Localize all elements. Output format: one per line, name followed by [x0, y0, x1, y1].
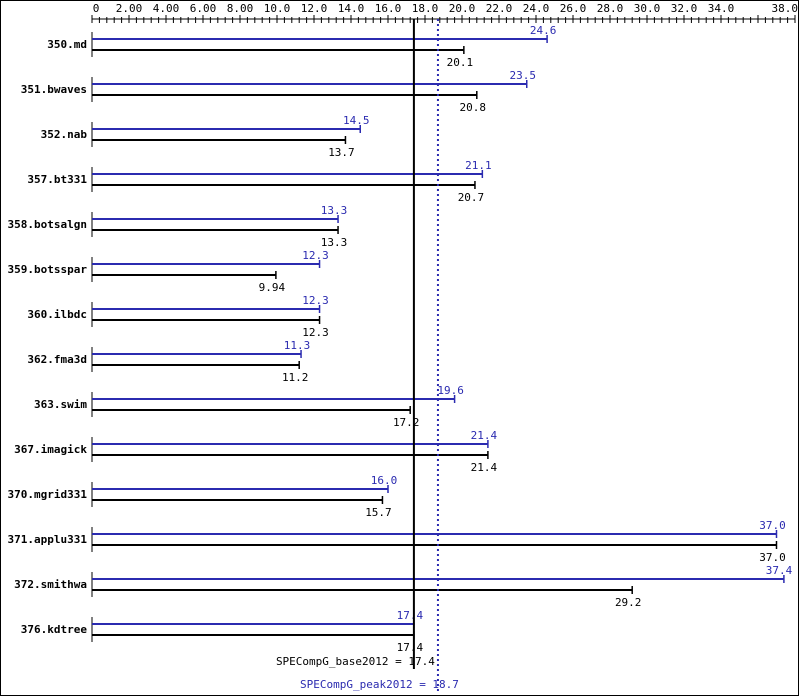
tick-label: 22.0: [486, 2, 513, 15]
tick-label: 26.0: [560, 2, 587, 15]
base-value-label: 20.7: [458, 191, 485, 204]
peak-value-label: 23.5: [510, 69, 537, 82]
tick-label: 30.0: [634, 2, 661, 15]
category-label: 362.fma3d: [27, 353, 87, 366]
category-label: 358.botsalgn: [8, 218, 87, 231]
peak-value-label: 11.3: [284, 339, 311, 352]
category-label: 367.imagick: [14, 443, 87, 456]
base-value-label: 9.94: [259, 281, 286, 294]
peak-value-label: 37.0: [759, 519, 786, 532]
tick-label: 32.0: [671, 2, 698, 15]
peak-value-label: 12.3: [302, 249, 329, 262]
category-label: 360.ilbdc: [27, 308, 87, 321]
base-value-label: 15.7: [365, 506, 392, 519]
tick-label: 14.0: [338, 2, 365, 15]
category-label: 359.botsspar: [8, 263, 88, 276]
tick-label: 10.0: [264, 2, 291, 15]
peak-value-label: 16.0: [371, 474, 398, 487]
category-label: 351.bwaves: [21, 83, 87, 96]
tick-label: 24.0: [523, 2, 550, 15]
peak-value-label: 24.6: [530, 24, 557, 37]
base-value-label: 20.8: [460, 101, 487, 114]
tick-label: 20.0: [449, 2, 476, 15]
peak-value-label: 17.4: [397, 609, 424, 622]
tick-label: 8.00: [227, 2, 254, 15]
category-label: 357.bt331: [27, 173, 87, 186]
peak-reference-label: SPECompG_peak2012 = 18.7: [300, 678, 459, 691]
category-label: 352.nab: [41, 128, 88, 141]
base-value-label: 20.1: [447, 56, 474, 69]
base-value-label: 13.3: [321, 236, 348, 249]
tick-label: 16.0: [375, 2, 402, 15]
base-value-label: 29.2: [615, 596, 642, 609]
category-label: 376.kdtree: [21, 623, 88, 636]
peak-value-label: 19.6: [437, 384, 464, 397]
category-label: 370.mgrid331: [8, 488, 88, 501]
tick-label: 6.00: [190, 2, 217, 15]
base-value-label: 17.2: [393, 416, 420, 429]
category-label: 350.md: [47, 38, 87, 51]
tick-label: 18.0: [412, 2, 439, 15]
tick-label: 0: [93, 2, 100, 15]
category-label: 371.applu331: [8, 533, 88, 546]
peak-value-label: 21.1: [465, 159, 492, 172]
base-value-label: 37.0: [759, 551, 786, 564]
base-value-label: 11.2: [282, 371, 309, 384]
peak-value-label: 12.3: [302, 294, 329, 307]
tick-label: 12.0: [301, 2, 328, 15]
tick-label: 4.00: [153, 2, 180, 15]
base-reference-label: SPECompG_base2012 = 17.4: [276, 655, 435, 668]
tick-label: 2.00: [116, 2, 143, 15]
tick-label: 34.0: [708, 2, 735, 15]
peak-value-label: 13.3: [321, 204, 348, 217]
peak-value-label: 21.4: [471, 429, 498, 442]
peak-value-label: 14.5: [343, 114, 370, 127]
category-label: 363.swim: [34, 398, 87, 411]
base-value-label: 12.3: [302, 326, 329, 339]
base-value-label: 17.4: [397, 641, 424, 654]
tick-label: 38.0: [772, 2, 799, 15]
category-label: 372.smithwa: [14, 578, 87, 591]
base-value-label: 13.7: [328, 146, 355, 159]
peak-value-label: 37.4: [766, 564, 793, 577]
tick-label: 28.0: [597, 2, 624, 15]
base-value-label: 21.4: [471, 461, 498, 474]
